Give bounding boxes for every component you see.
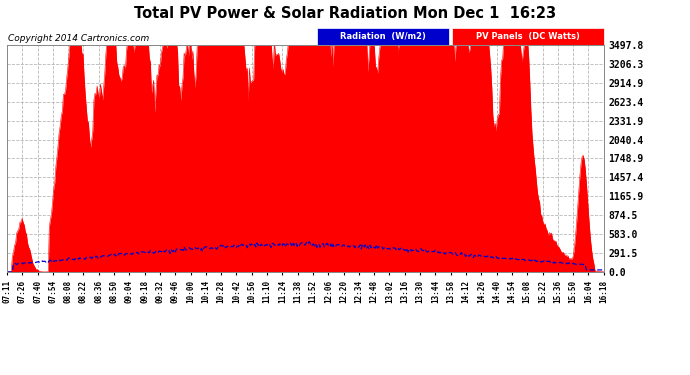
Text: Copyright 2014 Cartronics.com: Copyright 2014 Cartronics.com	[8, 34, 149, 43]
FancyBboxPatch shape	[451, 27, 604, 45]
Text: Total PV Power & Solar Radiation Mon Dec 1  16:23: Total PV Power & Solar Radiation Mon Dec…	[134, 6, 556, 21]
Text: PV Panels  (DC Watts): PV Panels (DC Watts)	[475, 32, 580, 40]
FancyBboxPatch shape	[317, 27, 448, 45]
Text: Radiation  (W/m2): Radiation (W/m2)	[340, 32, 426, 40]
